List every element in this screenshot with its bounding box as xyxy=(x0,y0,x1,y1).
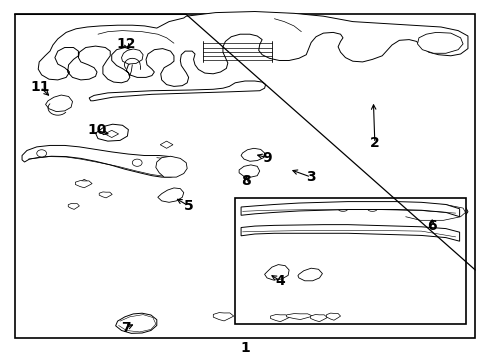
Polygon shape xyxy=(68,203,79,210)
Polygon shape xyxy=(75,181,92,188)
Text: 5: 5 xyxy=(184,199,194,213)
Polygon shape xyxy=(311,315,327,322)
Polygon shape xyxy=(239,165,260,177)
Text: 11: 11 xyxy=(30,80,50,94)
Ellipse shape xyxy=(368,208,377,211)
Polygon shape xyxy=(298,268,322,281)
Polygon shape xyxy=(156,156,187,177)
Polygon shape xyxy=(105,130,119,138)
Text: 9: 9 xyxy=(262,151,272,165)
Polygon shape xyxy=(270,315,289,322)
Text: 2: 2 xyxy=(370,136,380,150)
Polygon shape xyxy=(122,49,143,64)
Circle shape xyxy=(132,159,142,166)
Text: 1: 1 xyxy=(240,342,250,355)
Text: 6: 6 xyxy=(427,219,437,233)
Polygon shape xyxy=(160,141,173,148)
Polygon shape xyxy=(22,145,182,177)
Text: 10: 10 xyxy=(87,123,107,137)
Polygon shape xyxy=(327,313,341,320)
Circle shape xyxy=(37,150,47,157)
Polygon shape xyxy=(401,201,468,223)
Polygon shape xyxy=(99,192,112,198)
Polygon shape xyxy=(89,81,266,101)
Polygon shape xyxy=(213,312,234,321)
Bar xyxy=(235,198,466,324)
Polygon shape xyxy=(46,95,73,112)
Text: 3: 3 xyxy=(306,170,316,184)
Ellipse shape xyxy=(339,208,347,211)
Polygon shape xyxy=(241,148,265,161)
Text: 12: 12 xyxy=(117,37,136,51)
Polygon shape xyxy=(78,179,90,186)
Text: 4: 4 xyxy=(275,274,285,288)
Polygon shape xyxy=(343,212,355,215)
Polygon shape xyxy=(241,202,460,217)
Polygon shape xyxy=(287,314,313,320)
Polygon shape xyxy=(38,12,468,86)
Polygon shape xyxy=(241,225,460,241)
Polygon shape xyxy=(158,188,184,202)
Polygon shape xyxy=(265,265,289,280)
Polygon shape xyxy=(358,211,402,214)
Text: 7: 7 xyxy=(122,321,131,334)
Text: 8: 8 xyxy=(241,174,251,188)
Polygon shape xyxy=(96,124,128,141)
Polygon shape xyxy=(417,32,463,53)
Polygon shape xyxy=(116,313,157,333)
